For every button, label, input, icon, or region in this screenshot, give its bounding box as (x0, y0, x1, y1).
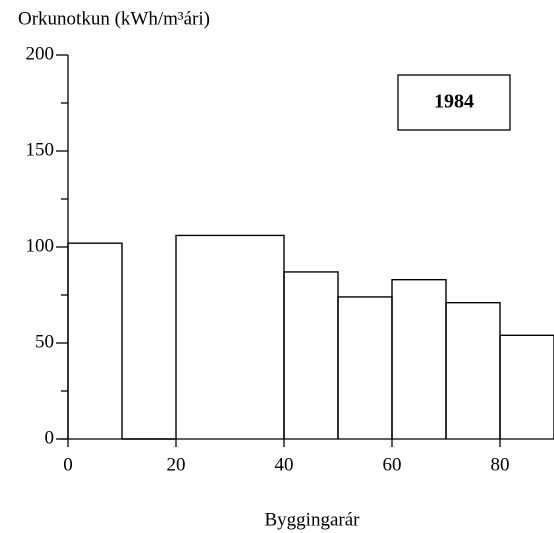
x-axis-title: Byggingarár (265, 509, 361, 530)
histogram-bar (337, 296, 393, 439)
x-tick-label: 40 (275, 454, 294, 475)
histogram-bar (499, 334, 554, 439)
x-tick-label: 0 (63, 454, 73, 475)
y-tick-label: 50 (35, 331, 54, 352)
y-tick-label: 0 (45, 427, 55, 448)
annotation-box (397, 74, 511, 131)
histogram-bar (391, 278, 447, 439)
y-tick-label: 200 (26, 43, 55, 64)
histogram-bar (445, 301, 501, 439)
y-axis-title: Orkunotkun (kWh/m³ári) (18, 8, 210, 29)
annotation: 1984 (434, 91, 474, 113)
x-tick-label: 20 (167, 454, 186, 475)
histogram-bar (67, 242, 123, 439)
x-tick-label: 80 (491, 454, 510, 475)
y-tick-label: 100 (26, 235, 55, 256)
histogram-bar (283, 271, 339, 439)
histogram-bar (175, 234, 285, 439)
y-tick-label: 150 (26, 139, 55, 160)
x-tick-label: 60 (383, 454, 402, 475)
